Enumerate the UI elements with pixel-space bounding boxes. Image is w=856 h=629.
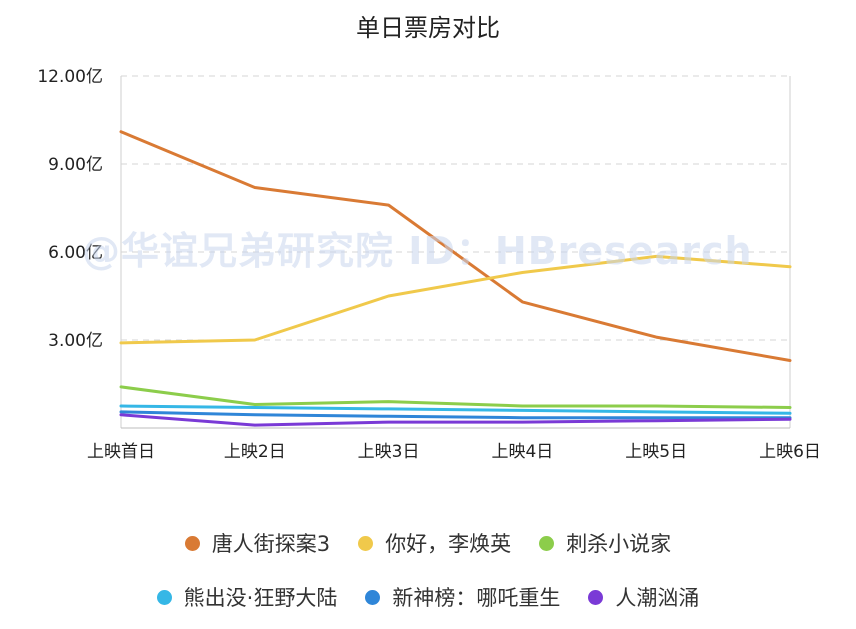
legend-item: 唐人街探案3 <box>184 528 331 558</box>
x-tick-label: 上映首日 <box>87 442 155 462</box>
legend-marker <box>588 589 604 605</box>
x-tick-label: 上映6日 <box>759 442 821 462</box>
y-tick-label: 9.00亿 <box>48 155 103 175</box>
series-line-2 <box>119 254 792 345</box>
legend-marker <box>184 535 200 551</box>
legend-item: 刺杀小说家 <box>539 528 671 558</box>
legend-marker <box>539 535 555 551</box>
legend-label: 唐人街探案3 <box>211 532 331 556</box>
series-line-5 <box>119 410 792 420</box>
legend-label: 人潮汹涌 <box>615 586 700 610</box>
legend-label: 熊出没·狂野大陆 <box>183 586 338 610</box>
legend-row-1: 唐人街探案3 你好，李焕英 刺杀小说家 <box>0 528 856 558</box>
legend-marker <box>365 589 381 605</box>
chart-title: 单日票房对比 <box>356 14 500 42</box>
legend-label: 新神榜：哪吒重生 <box>392 586 561 610</box>
y-tick-label: 6.00亿 <box>48 243 103 263</box>
y-tick-label: 12.00亿 <box>37 67 103 87</box>
x-tick-label: 上映2日 <box>224 442 286 462</box>
legend-row-2: 熊出没·狂野大陆 新神榜：哪吒重生 人潮汹涌 <box>0 582 856 612</box>
x-tick-label: 上映4日 <box>491 442 553 462</box>
series-line-3 <box>119 385 792 409</box>
legend-item: 熊出没·狂野大陆 <box>156 582 338 612</box>
series-line-4 <box>119 404 792 415</box>
x-tick-label: 上映5日 <box>625 442 687 462</box>
legend-item: 人潮汹涌 <box>588 582 699 612</box>
legend-item: 新神榜：哪吒重生 <box>365 582 560 612</box>
legend-label: 你好，李焕英 <box>385 532 512 556</box>
series-line-6 <box>119 413 792 427</box>
x-tick-label: 上映3日 <box>358 442 420 462</box>
series-line-1 <box>119 130 792 362</box>
watermark: @华谊兄弟研究院 ID：HBresearch <box>82 229 753 273</box>
legend-marker <box>358 535 374 551</box>
legend-label: 刺杀小说家 <box>566 532 672 556</box>
y-tick-label: 3.00亿 <box>48 331 103 351</box>
legend-marker <box>156 589 172 605</box>
legend-item: 你好，李焕英 <box>358 528 511 558</box>
